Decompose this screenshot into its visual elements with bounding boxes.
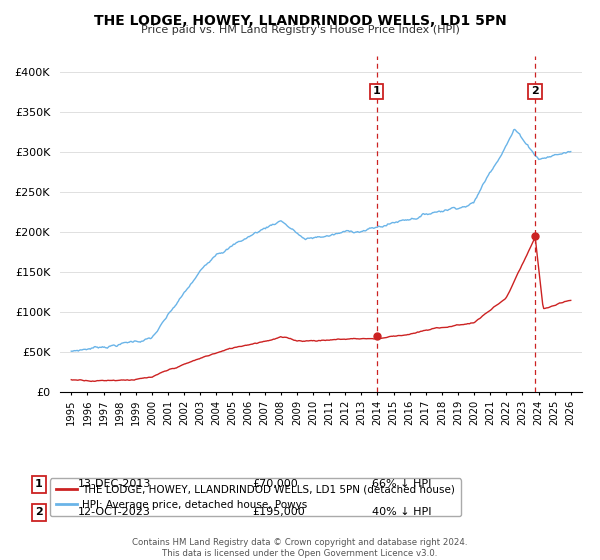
Text: £195,000: £195,000 — [252, 507, 305, 517]
Text: 2: 2 — [35, 507, 43, 517]
Text: Price paid vs. HM Land Registry's House Price Index (HPI): Price paid vs. HM Land Registry's House … — [140, 25, 460, 35]
Text: £70,000: £70,000 — [252, 479, 298, 489]
Text: Contains HM Land Registry data © Crown copyright and database right 2024.: Contains HM Land Registry data © Crown c… — [132, 538, 468, 547]
Legend: THE LODGE, HOWEY, LLANDRINDOD WELLS, LD1 5PN (detached house), HPI: Average pric: THE LODGE, HOWEY, LLANDRINDOD WELLS, LD1… — [50, 478, 461, 516]
Text: This data is licensed under the Open Government Licence v3.0.: This data is licensed under the Open Gov… — [163, 549, 437, 558]
Text: 13-DEC-2013: 13-DEC-2013 — [78, 479, 151, 489]
Text: 1: 1 — [373, 86, 380, 96]
Text: 1: 1 — [35, 479, 43, 489]
Text: 40% ↓ HPI: 40% ↓ HPI — [372, 507, 431, 517]
Text: 12-OCT-2023: 12-OCT-2023 — [78, 507, 151, 517]
Text: 2: 2 — [531, 86, 539, 96]
Text: THE LODGE, HOWEY, LLANDRINDOD WELLS, LD1 5PN: THE LODGE, HOWEY, LLANDRINDOD WELLS, LD1… — [94, 14, 506, 28]
Text: 66% ↓ HPI: 66% ↓ HPI — [372, 479, 431, 489]
